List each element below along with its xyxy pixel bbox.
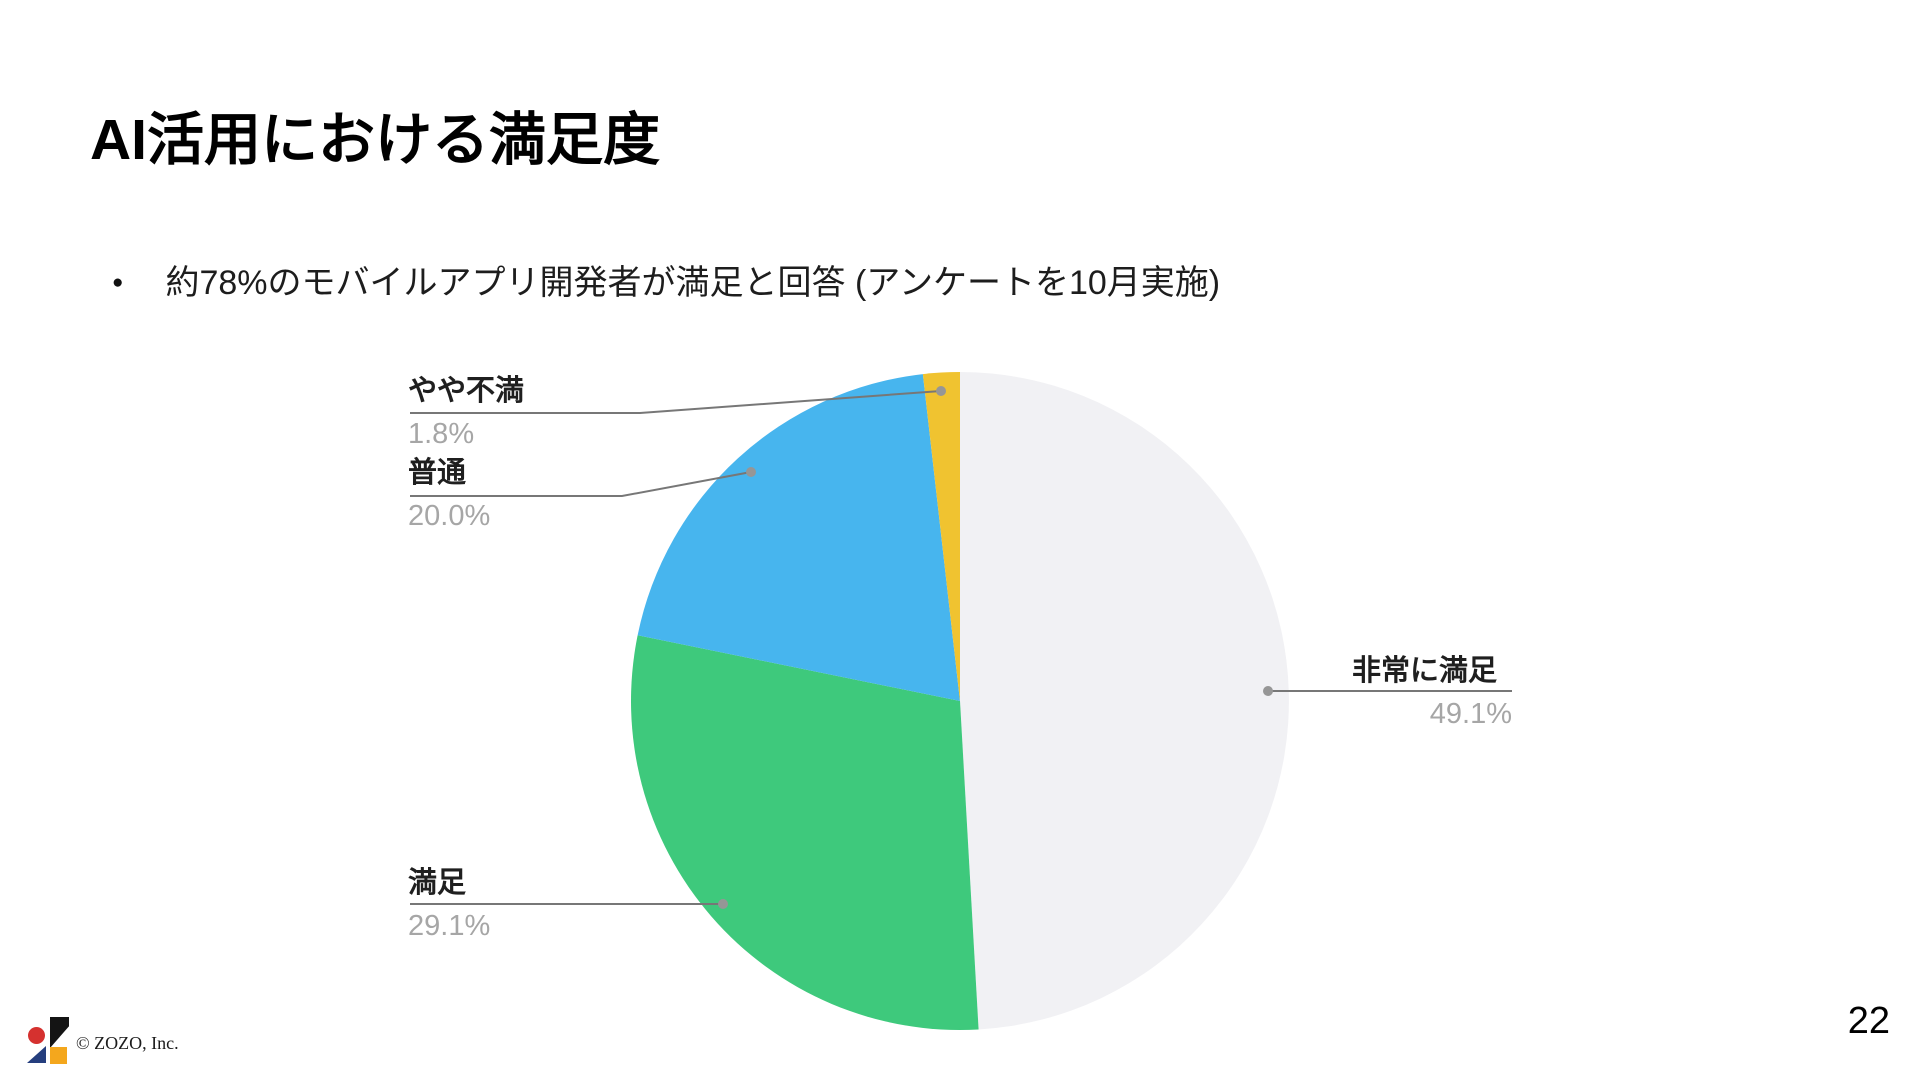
slice-label-slightly-dissatisfied: やや不満	[408, 375, 525, 407]
callout-satisfied: 満足 29.1%	[408, 862, 490, 946]
pie-slice-very-satisfied	[960, 372, 1289, 1030]
page-title: AI活用における満足度	[90, 108, 660, 172]
bullet-text: 約78%のモバイルアプリ開発者が満足と回答 (アンケートを10月実施)	[165, 264, 1221, 302]
logo-black-triangle-icon	[50, 1017, 69, 1048]
callout-very-satisfied: 非常に満足 49.1%	[1352, 650, 1512, 734]
bullet-item: ● 約78%のモバイルアプリ開発者が満足と回答 (アンケートを10月実施)	[112, 260, 1220, 306]
slice-percent-satisfied: 29.1%	[408, 910, 491, 942]
leader-dot-slightly-dissatisfied	[936, 386, 946, 396]
copyright-text: © ZOZO, Inc.	[76, 1033, 179, 1053]
leader-line-neutral	[410, 471, 752, 497]
pie-slices	[631, 372, 1289, 1030]
zozo-logo-icon	[26, 1016, 72, 1066]
pie-slice-satisfied	[631, 635, 979, 1030]
callout-neutral: 普通 20.0%	[408, 452, 490, 536]
pie-slice-slightly-dissatisfied	[922, 372, 960, 701]
logo-red-circle-icon	[28, 1027, 45, 1044]
leader-dot-neutral	[746, 467, 756, 477]
leader-line-slightly-dissatisfied	[410, 390, 942, 414]
pie-slice-neutral	[637, 374, 960, 701]
slice-label-very-satisfied: 非常に満足	[1352, 655, 1498, 687]
slice-percent-slightly-dissatisfied: 1.8%	[408, 418, 475, 450]
slice-percent-neutral: 20.0%	[408, 500, 491, 532]
slice-label-neutral: 普通	[408, 457, 467, 489]
leader-lines	[410, 390, 1512, 905]
page-number: 22	[1847, 1000, 1890, 1042]
bullet-icon: ●	[112, 272, 124, 293]
logo-yellow-square-icon	[50, 1047, 67, 1064]
leader-dots	[718, 386, 1273, 909]
leader-dot-very-satisfied	[1263, 686, 1273, 696]
leader-dot-satisfied	[718, 899, 728, 909]
slice-label-satisfied: 満足	[408, 867, 467, 899]
logo-navy-triangle-icon	[27, 1046, 46, 1063]
slice-percent-very-satisfied: 49.1%	[1429, 698, 1512, 730]
callout-slightly-dissatisfied: やや不満 1.8%	[408, 370, 524, 454]
